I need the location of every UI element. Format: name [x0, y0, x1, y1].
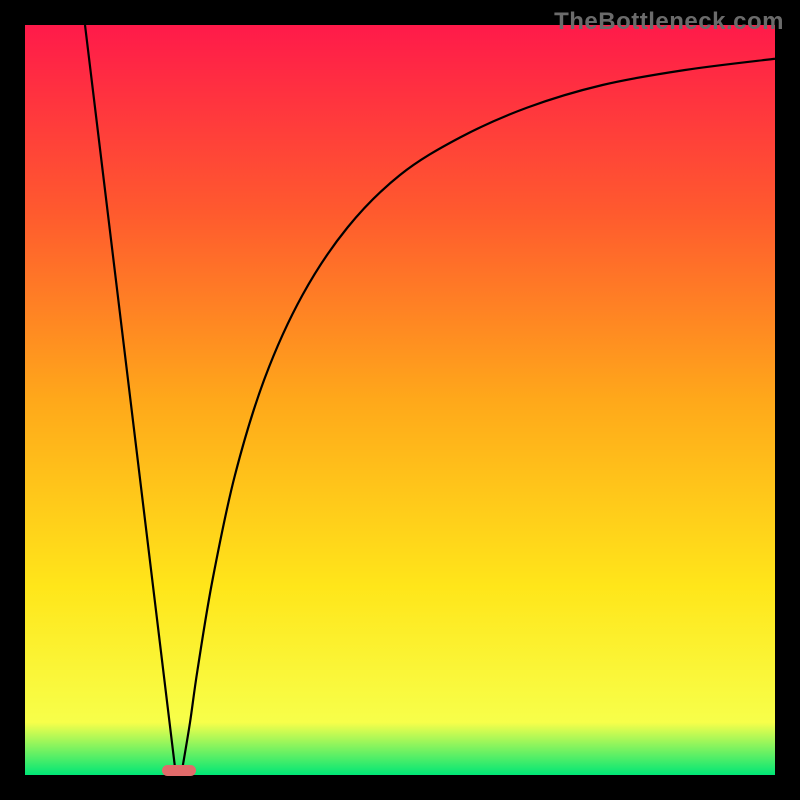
bottleneck-curve: [85, 25, 775, 768]
curve-minimum-marker: [162, 765, 196, 776]
curve-overlay: [0, 0, 800, 800]
chart-container: TheBottleneck.com: [0, 0, 800, 800]
